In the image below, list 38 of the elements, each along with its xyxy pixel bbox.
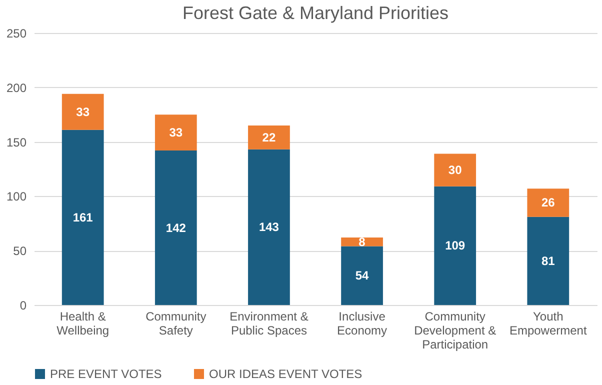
bar (527, 188, 570, 217)
x-tick-label: Health & Wellbeing (56, 310, 110, 338)
y-tick-label: 50 (13, 244, 27, 258)
data-label: 161 (72, 210, 94, 224)
x-tick-label: Community Development & Participation (414, 310, 496, 352)
data-label: 33 (76, 104, 90, 119)
data-label: 8 (358, 234, 366, 249)
data-label: 142 (166, 220, 186, 235)
y-tick-label: 200 (6, 80, 27, 95)
data-label: 26 (541, 196, 556, 210)
bar (154, 150, 197, 305)
x-tick-label: Inclusive Economy (337, 310, 388, 338)
bar (154, 114, 197, 151)
bar (434, 186, 476, 305)
bar (527, 216, 570, 305)
data-label: 33 (169, 126, 183, 140)
bar (62, 130, 104, 305)
chart-title: Forest Gate & Maryland Priorities (182, 3, 449, 23)
y-tick-label: 150 (6, 135, 27, 150)
legend-label: OUR IDEAS EVENT VOTES (209, 367, 362, 381)
bar (341, 246, 383, 305)
bar (434, 154, 476, 186)
x-tick-label: Community Safety (146, 310, 206, 338)
x-tick-label: Environment & Public Spaces (230, 310, 308, 338)
data-label: 143 (258, 220, 280, 234)
bar (248, 125, 290, 150)
bar (62, 94, 104, 130)
data-label: 22 (262, 130, 276, 144)
x-tick-label: Youth Empowerment (509, 310, 588, 338)
y-tick-label: 0 (20, 298, 27, 312)
y-tick-label: 100 (6, 190, 27, 204)
legend-label: PRE EVENT VOTES (50, 367, 162, 381)
y-tick-label: 250 (6, 26, 27, 40)
bar (248, 149, 290, 305)
data-label: 109 (445, 238, 466, 253)
data-label: 81 (541, 254, 556, 268)
data-label: 30 (448, 163, 462, 178)
data-label: 54 (355, 268, 370, 283)
